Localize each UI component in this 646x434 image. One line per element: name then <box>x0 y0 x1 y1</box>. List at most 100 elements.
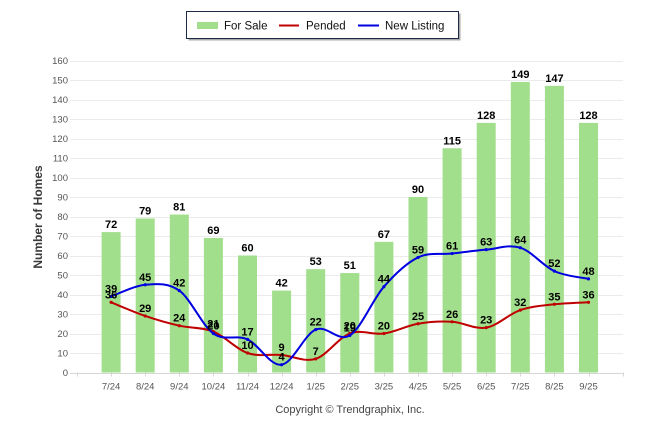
point-pended <box>177 324 181 328</box>
gridlines <box>70 61 623 374</box>
point-new-listing <box>211 331 215 336</box>
point-value-label-pended: 36 <box>582 289 594 301</box>
point-value-label-new-listing: 20 <box>207 321 219 333</box>
y-tick-label: 140 <box>52 95 68 106</box>
point-new-listing <box>484 248 488 252</box>
y-tick-label: 160 <box>52 56 68 67</box>
point-new-listing <box>245 337 250 341</box>
point-pended <box>109 300 113 304</box>
point-value-label-new-listing: 42 <box>173 278 185 290</box>
point-new-listing <box>518 246 522 250</box>
bar-for-sale <box>544 85 564 373</box>
bar-value-label: 79 <box>139 205 151 217</box>
point-value-label-pended: 20 <box>344 321 356 333</box>
bar-value-label: 42 <box>275 278 287 290</box>
bar-for-sale <box>476 122 496 373</box>
point-pended <box>143 314 147 318</box>
bar-value-label: 67 <box>378 229 390 241</box>
bar-for-sale <box>272 290 292 373</box>
point-value-label-pended: 7 <box>313 346 319 358</box>
y-tick-label: 70 <box>57 232 68 243</box>
bar-value-label: 81 <box>173 202 185 214</box>
point-value-label-pended: 35 <box>548 291 560 303</box>
point-new-listing <box>177 289 181 293</box>
point-new-listing <box>280 363 284 367</box>
x-tick-label: 10/24 <box>202 382 226 393</box>
point-value-label-new-listing: 45 <box>139 272 151 284</box>
bar-for-sale <box>579 122 598 373</box>
x-axis-ticks: 7/24 8/24 9/24 10/24 11/24 12/24 1/25 2/25 3/25 4… <box>77 372 624 393</box>
bar-value-label: 128 <box>477 110 495 122</box>
for-sale-bars <box>101 81 598 373</box>
point-value-label-new-listing: 61 <box>446 241 458 253</box>
legend-box <box>186 11 459 39</box>
point-value-label-new-listing: 59 <box>412 244 424 256</box>
legend-label-for-sale: For Sale <box>224 21 267 33</box>
x-tick-label: 9/24 <box>170 382 189 393</box>
point-value-label-new-listing: 63 <box>480 237 492 249</box>
bar-for-sale <box>169 214 189 373</box>
legend-label-new-listing: New Listing <box>385 21 444 33</box>
point-value-label-pended: 21 <box>207 319 219 331</box>
x-tick-label: 12/24 <box>270 382 294 393</box>
y-axis-ticks: 0 10 20 30 40 50 60 70 80 90 100 110 120 130 140 150 160 <box>52 56 68 379</box>
point-value-label-pended: 20 <box>378 321 390 333</box>
x-tick-label: 1/25 <box>306 382 325 393</box>
y-tick-label: 30 <box>57 310 68 321</box>
y-tick-label: 80 <box>57 212 68 223</box>
point-value-label-pended: 10 <box>241 340 253 352</box>
point-pended <box>382 331 386 336</box>
point-new-listing <box>450 251 454 256</box>
point-value-label-pended: 23 <box>480 315 492 327</box>
point-pended <box>484 326 488 330</box>
line-series <box>109 245 591 367</box>
y-tick-label: 40 <box>57 290 68 301</box>
point-value-label-pended: 9 <box>279 342 285 354</box>
legend-item-new-listing: New Listing <box>358 21 444 33</box>
x-tick-label: 5/25 <box>443 382 462 393</box>
y-tick-label: 10 <box>57 349 68 360</box>
bar-value-label: 147 <box>545 73 563 85</box>
x-tick-label: 7/24 <box>102 382 121 393</box>
point-value-label-new-listing: 48 <box>582 266 594 278</box>
point-new-listing <box>416 255 420 260</box>
point-value-label-pended: 32 <box>514 297 526 309</box>
x-tick-label: 6/25 <box>477 382 496 393</box>
point-value-label-new-listing: 44 <box>378 274 391 286</box>
bar-value-label: 69 <box>207 225 219 237</box>
bar-value-label: 149 <box>511 69 529 81</box>
x-tick-label: 8/25 <box>545 382 564 393</box>
y-tick-label: 90 <box>57 193 68 204</box>
y-axis-title: Number of Homes <box>31 165 45 269</box>
bar-value-label: 51 <box>344 260 356 272</box>
point-value-label-new-listing: 4 <box>279 352 286 364</box>
y-tick-label: 110 <box>53 154 68 165</box>
bar-for-sale <box>340 273 360 373</box>
legend-item-pended: Pended <box>279 21 346 33</box>
point-value-label-pended: 26 <box>446 309 458 321</box>
point-value-label-pended: 36 <box>105 289 117 301</box>
point-new-listing <box>314 328 318 332</box>
x-tick-label: 2/25 <box>341 382 360 393</box>
y-tick-label: 120 <box>52 134 68 145</box>
x-tick-label: 7/25 <box>511 382 530 393</box>
copyright-text: Copyright © Trendgraphix, Inc. <box>275 404 424 416</box>
point-new-listing <box>586 277 591 281</box>
bar-value-label: 115 <box>443 135 461 147</box>
bar-for-sale <box>306 269 326 373</box>
bar-for-sale <box>510 81 530 373</box>
y-tick-label: 100 <box>52 173 68 184</box>
point-value-label-new-listing: 19 <box>344 322 356 334</box>
point-new-listing <box>143 283 147 287</box>
bar-value-label: 128 <box>579 110 597 122</box>
point-new-listing <box>552 269 557 273</box>
bar-value-label: 60 <box>241 243 253 255</box>
point-new-listing <box>109 294 113 299</box>
x-tick-label: 4/25 <box>409 382 428 393</box>
y-tick-label: 150 <box>52 76 68 87</box>
point-pended <box>518 308 522 312</box>
bar-for-sale <box>203 237 223 373</box>
legend-label-pended: Pended <box>306 21 346 33</box>
for-sale-labels: 72 79 81 69 60 42 53 51 67 90 115 128 149 147 128 <box>105 69 598 290</box>
